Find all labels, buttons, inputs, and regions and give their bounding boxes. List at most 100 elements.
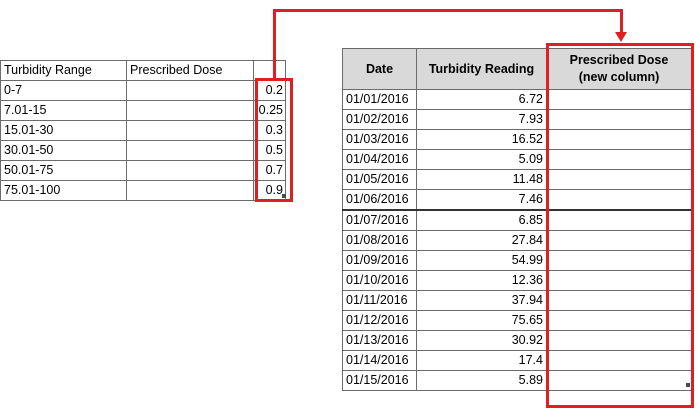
lookup-header-value[interactable] (253, 60, 286, 81)
readings-row: 01/01/2016 6.72 (342, 89, 692, 110)
readings-cell-turbidity[interactable]: 37.94 (416, 290, 547, 311)
lookup-cell-dose[interactable] (126, 100, 254, 121)
readings-cell-turbidity[interactable]: 5.89 (416, 370, 547, 391)
readings-row: 01/06/2016 7.46 (342, 189, 692, 211)
lookup-cell-value[interactable]: 0.2 (253, 80, 286, 101)
lookup-cell-value[interactable]: 0.7 (253, 160, 286, 181)
lookup-cell-range[interactable]: 75.01-100 (0, 180, 127, 201)
readings-row: 01/05/2016 11.48 (342, 169, 692, 190)
readings-cell-turbidity[interactable]: 6.72 (416, 89, 547, 110)
readings-row: 01/02/2016 7.93 (342, 109, 692, 130)
fill-handle-right[interactable] (686, 383, 690, 387)
readings-cell-dose[interactable] (546, 330, 692, 351)
readings-header-dose-line1: Prescribed Dose (569, 53, 669, 67)
readings-cell-turbidity[interactable]: 5.09 (416, 149, 547, 170)
lookup-cell-dose[interactable] (126, 160, 254, 181)
readings-row: 01/07/2016 6.85 (342, 209, 692, 231)
readings-cell-turbidity[interactable]: 54.99 (416, 250, 547, 271)
lookup-cell-dose[interactable] (126, 120, 254, 141)
turbidity-readings-table: Date Turbidity Reading Prescribed Dose (… (342, 48, 692, 391)
turbidity-lookup-table: Turbidity Range Prescribed Dose 0-7 0.2 7.… (0, 60, 286, 201)
readings-cell-date[interactable]: 01/01/2016 (342, 89, 417, 110)
fill-handle-left[interactable] (282, 194, 286, 198)
readings-cell-turbidity[interactable]: 6.85 (416, 209, 547, 231)
readings-cell-dose[interactable] (546, 89, 692, 110)
lookup-cell-range[interactable]: 30.01-50 (0, 140, 127, 161)
readings-cell-date[interactable]: 01/11/2016 (342, 290, 417, 311)
readings-cell-date[interactable]: 01/06/2016 (342, 189, 417, 211)
lookup-row: 30.01-50 0.5 (0, 140, 286, 161)
readings-cell-turbidity[interactable]: 17.4 (416, 350, 547, 371)
readings-cell-date[interactable]: 01/15/2016 (342, 370, 417, 391)
readings-cell-dose[interactable] (546, 250, 692, 271)
readings-cell-dose[interactable] (546, 169, 692, 190)
lookup-cell-value[interactable]: 0.5 (253, 140, 286, 161)
connector-line-horizontal (273, 9, 623, 12)
lookup-cell-dose[interactable] (126, 140, 254, 161)
connector-line-vertical-left (273, 9, 276, 79)
readings-cell-turbidity[interactable]: 11.48 (416, 169, 547, 190)
readings-cell-turbidity[interactable]: 30.92 (416, 330, 547, 351)
arrow-down-icon (615, 32, 627, 42)
readings-cell-date[interactable]: 01/07/2016 (342, 209, 417, 231)
readings-row: 01/13/2016 30.92 (342, 330, 692, 351)
lookup-header-row: Turbidity Range Prescribed Dose (0, 60, 286, 81)
readings-cell-date[interactable]: 01/03/2016 (342, 129, 417, 150)
readings-row: 01/04/2016 5.09 (342, 149, 692, 170)
readings-cell-dose[interactable] (546, 109, 692, 130)
readings-header-dose[interactable]: Prescribed Dose (new column) (546, 48, 692, 90)
readings-cell-date[interactable]: 01/09/2016 (342, 250, 417, 271)
readings-cell-dose[interactable] (546, 290, 692, 311)
readings-cell-dose[interactable] (546, 370, 692, 391)
connector-line-vertical-right (620, 9, 623, 33)
readings-cell-turbidity[interactable]: 75.65 (416, 310, 547, 331)
readings-cell-dose[interactable] (546, 209, 692, 231)
lookup-cell-range[interactable]: 50.01-75 (0, 160, 127, 181)
readings-cell-date[interactable]: 01/10/2016 (342, 270, 417, 291)
readings-cell-date[interactable]: 01/14/2016 (342, 350, 417, 371)
readings-cell-turbidity[interactable]: 7.46 (416, 189, 547, 211)
readings-cell-turbidity[interactable]: 12.36 (416, 270, 547, 291)
readings-header-row: Date Turbidity Reading Prescribed Dose (… (342, 48, 692, 90)
readings-header-date[interactable]: Date (342, 48, 417, 90)
lookup-cell-value[interactable]: 0.25 (253, 100, 286, 121)
readings-cell-date[interactable]: 01/05/2016 (342, 169, 417, 190)
readings-cell-date[interactable]: 01/12/2016 (342, 310, 417, 331)
readings-cell-dose[interactable] (546, 230, 692, 251)
readings-row: 01/14/2016 17.4 (342, 350, 692, 371)
lookup-cell-dose[interactable] (126, 180, 254, 201)
lookup-cell-dose[interactable] (126, 80, 254, 101)
readings-cell-dose[interactable] (546, 189, 692, 211)
readings-cell-turbidity[interactable]: 7.93 (416, 109, 547, 130)
lookup-cell-range[interactable]: 15.01-30 (0, 120, 127, 141)
readings-row: 01/11/2016 37.94 (342, 290, 692, 311)
readings-cell-date[interactable]: 01/13/2016 (342, 330, 417, 351)
readings-row: 01/10/2016 12.36 (342, 270, 692, 291)
readings-cell-dose[interactable] (546, 149, 692, 170)
lookup-header-dose[interactable]: Prescribed Dose (126, 60, 254, 81)
lookup-cell-range[interactable]: 0-7 (0, 80, 127, 101)
readings-cell-date[interactable]: 01/04/2016 (342, 149, 417, 170)
readings-row: 01/08/2016 27.84 (342, 230, 692, 251)
readings-cell-dose[interactable] (546, 310, 692, 331)
readings-cell-date[interactable]: 01/08/2016 (342, 230, 417, 251)
lookup-cell-range[interactable]: 7.01-15 (0, 100, 127, 121)
readings-row: 01/15/2016 5.89 (342, 370, 692, 391)
readings-cell-dose[interactable] (546, 350, 692, 371)
readings-row: 01/09/2016 54.99 (342, 250, 692, 271)
readings-cell-turbidity[interactable]: 16.52 (416, 129, 547, 150)
readings-cell-date[interactable]: 01/02/2016 (342, 109, 417, 130)
lookup-row: 75.01-100 0.9 (0, 180, 286, 201)
readings-cell-turbidity[interactable]: 27.84 (416, 230, 547, 251)
lookup-row: 7.01-15 0.25 (0, 100, 286, 121)
readings-cell-dose[interactable] (546, 129, 692, 150)
lookup-row: 0-7 0.2 (0, 80, 286, 101)
lookup-row: 15.01-30 0.3 (0, 120, 286, 141)
lookup-header-range[interactable]: Turbidity Range (0, 60, 127, 81)
lookup-cell-value[interactable]: 0.9 (253, 180, 286, 201)
readings-row: 01/12/2016 75.65 (342, 310, 692, 331)
readings-cell-dose[interactable] (546, 270, 692, 291)
lookup-cell-value[interactable]: 0.3 (253, 120, 286, 141)
readings-header-turbidity[interactable]: Turbidity Reading (416, 48, 547, 90)
readings-header-dose-line2: (new column) (578, 70, 660, 84)
